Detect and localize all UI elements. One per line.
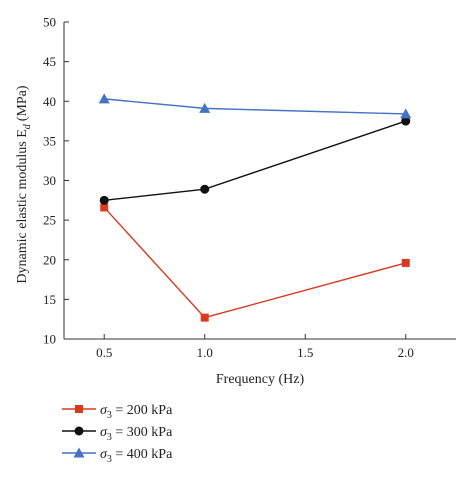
- legend-label: σ3 = 300 kPa: [100, 425, 173, 443]
- data-point: [401, 116, 411, 126]
- x-tick-label: 2.0: [398, 345, 414, 360]
- data-point: [199, 102, 211, 113]
- x-tick-label: 1.0: [197, 345, 213, 360]
- series-layer: [98, 93, 412, 322]
- legend-label: σ3 = 400 kPa: [100, 447, 173, 465]
- y-tick-label: 20: [43, 252, 56, 267]
- x-tick-label: 1.5: [297, 345, 313, 360]
- data-point: [200, 313, 209, 322]
- x-tick-label: 0.5: [96, 345, 112, 360]
- y-axis-title-subscript: d: [22, 123, 33, 129]
- series-line: [103, 206, 406, 319]
- legend-label-subscript: 3: [107, 410, 112, 421]
- legend-label-subscript: 3: [107, 454, 112, 465]
- y-tick-label: 10: [43, 332, 56, 347]
- data-point: [401, 258, 410, 267]
- legend-label: σ3 = 200 kPa: [100, 403, 173, 421]
- series-line: [104, 98, 406, 115]
- series-line: [104, 120, 406, 202]
- series-circle: [99, 116, 411, 205]
- data-point: [400, 108, 412, 119]
- legend-label-symbol: σ: [100, 403, 108, 418]
- legend-label-text: = 400 kPa: [112, 447, 173, 462]
- legend-item: σ3 = 300 kPa: [62, 425, 173, 443]
- legend-label-subscript: 3: [107, 432, 112, 443]
- legend-marker: [75, 405, 83, 413]
- data-point: [100, 203, 109, 212]
- legend-label-text: = 300 kPa: [112, 425, 173, 440]
- legend-marker: [73, 447, 85, 458]
- y-tick-label: 50: [43, 15, 56, 30]
- legend-label-symbol: σ: [100, 447, 108, 462]
- x-axis-title: Frequency (Hz): [216, 372, 305, 387]
- y-axis-title-main: Dynamic elastic modulus E: [15, 129, 30, 283]
- data-point: [99, 195, 109, 205]
- legend-item: σ3 = 400 kPa: [62, 447, 173, 465]
- legend-item: σ3 = 200 kPa: [62, 403, 173, 421]
- y-tick-label: 15: [43, 292, 56, 307]
- y-tick-label: 40: [43, 94, 56, 109]
- series-square: [100, 203, 410, 322]
- y-axis-title-unit: (MPa): [15, 85, 30, 121]
- legend-label-text: = 200 kPa: [112, 403, 173, 418]
- y-tick-label: 30: [43, 173, 56, 188]
- series-triangle: [98, 93, 412, 119]
- y-axis-title: Dynamic elastic modulus Ed (MPa): [15, 85, 33, 283]
- y-tick-label: 35: [43, 133, 56, 148]
- y-tick-label: 45: [43, 54, 56, 69]
- data-point: [200, 184, 210, 194]
- data-point: [98, 93, 110, 104]
- legend-marker: [74, 426, 84, 436]
- legend-label-symbol: σ: [100, 425, 108, 440]
- axes: 10 15 20 25 30 35 40 45 50 0.5 1.0 1.5 2.0 Frequency …: [15, 15, 456, 387]
- y-tick-label: 25: [43, 213, 56, 228]
